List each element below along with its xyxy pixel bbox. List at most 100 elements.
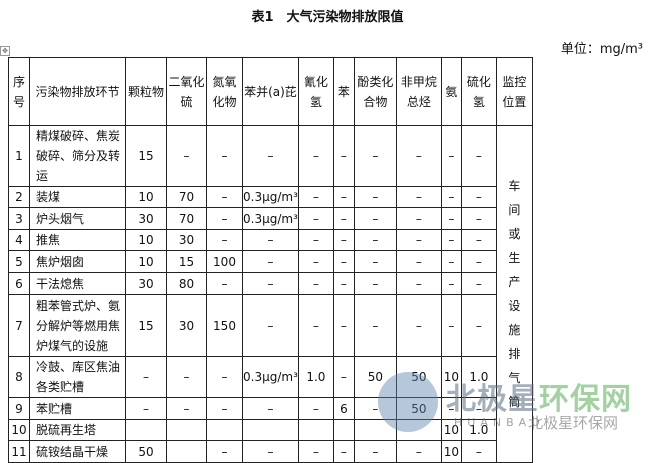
header-cell: 序号: [8, 57, 30, 126]
emission-source: 精煤破碎、焦炭破碎、筛分及转运: [29, 125, 126, 187]
emission-source: 粗苯管式炉、氨分解炉等燃用焦炉煤气的设施: [29, 294, 126, 357]
limit-value: 30: [125, 207, 167, 230]
limit-value: –: [440, 294, 462, 357]
limit-value: –: [395, 294, 442, 357]
limit-value: –: [440, 250, 462, 273]
limit-value: 15: [125, 125, 167, 187]
emission-source: 冷鼓、库区焦油各类贮槽: [29, 356, 126, 398]
header-cell: 氨: [440, 57, 462, 126]
limit-value: –: [332, 229, 355, 251]
emission-source: 炉头烟气: [29, 207, 126, 230]
limit-value: –: [297, 207, 334, 230]
limit-value: –: [242, 229, 299, 251]
header-cell: 苯: [332, 57, 355, 126]
limit-value: 1.0: [460, 356, 497, 398]
emission-limits-table: 序号 污染物排放环节 颗粒物 二氧化硫 氮氧化物 苯并(a)芘 氰化氢 苯 酚类…: [8, 57, 533, 463]
limit-value: –: [242, 125, 299, 187]
limit-value: –: [395, 272, 442, 295]
emission-source: 装煤: [29, 186, 126, 208]
unit-label: 单位：mg/m³: [560, 42, 643, 57]
limit-value: –: [353, 272, 397, 295]
limit-value: –: [460, 186, 497, 208]
limit-value: –: [297, 250, 334, 273]
limit-value: –: [297, 229, 334, 251]
limit-value: –: [297, 125, 334, 187]
limit-value: –: [353, 186, 397, 208]
limit-value: –: [440, 229, 462, 251]
limit-value: –: [332, 272, 355, 295]
limit-value: [297, 419, 334, 441]
limit-value: [242, 419, 299, 441]
limit-value: 0.3μg/m³: [242, 207, 299, 230]
limit-value: 150: [206, 294, 243, 357]
row-number: 4: [8, 229, 30, 251]
limit-value: 30: [125, 272, 167, 295]
limit-value: –: [297, 186, 334, 208]
row-number: 1: [8, 125, 30, 187]
limit-value: –: [332, 294, 355, 357]
limit-value: –: [440, 186, 462, 208]
limit-value: 10: [440, 419, 462, 441]
limit-value: 50: [395, 356, 442, 398]
limit-value: –: [206, 186, 243, 208]
row-number: 3: [8, 207, 30, 230]
limit-value: –: [206, 207, 243, 230]
limit-value: –: [297, 272, 334, 295]
limit-value: [206, 419, 243, 441]
limit-value: –: [440, 207, 462, 230]
header-cell: 污染物排放环节: [29, 57, 126, 126]
limit-value: [125, 419, 167, 441]
limit-value: –: [460, 229, 497, 251]
limit-value: –: [395, 229, 442, 251]
limit-value: –: [206, 397, 243, 420]
header-cell: 氮氧化物: [206, 57, 243, 126]
limit-value: 6: [332, 397, 355, 420]
limit-value: –: [332, 125, 355, 187]
limit-value: –: [242, 397, 299, 420]
header-cell: 颗粒物: [125, 57, 167, 126]
limit-value: [332, 419, 355, 441]
limit-value: –: [206, 125, 243, 187]
header-cell: 苯并(a)芘: [242, 57, 299, 126]
header-cell: 监控位置: [495, 57, 533, 126]
limit-value: 70: [166, 207, 207, 230]
limit-value: –: [353, 229, 397, 251]
limit-value: –: [395, 186, 442, 208]
limit-value: –: [395, 125, 442, 187]
row-number: 5: [8, 250, 30, 273]
table-row: 8 冷鼓、库区焦油各类贮槽 – – –0.3μg/m³ 1.0–50 50 10 1.0: [8, 356, 533, 398]
limit-value: –: [353, 397, 397, 420]
header-cell: 酚类化合物: [353, 57, 397, 126]
row-number: 8: [8, 356, 30, 398]
row-number: 10: [8, 419, 30, 441]
limit-value: –: [297, 294, 334, 357]
limit-value: –: [460, 397, 497, 420]
limit-value: 10: [125, 229, 167, 251]
row-number: 7: [8, 294, 30, 357]
limit-value: –: [460, 272, 497, 295]
limit-value: –: [440, 125, 462, 187]
limit-value: –: [166, 356, 207, 398]
table-move-handle-icon[interactable]: ✥: [0, 46, 10, 56]
row-number: 2: [8, 186, 30, 208]
limit-value: –: [395, 207, 442, 230]
header-cell: 硫化氢: [460, 57, 497, 126]
limit-value: 80: [166, 272, 207, 295]
limit-value: –: [242, 294, 299, 357]
table-row: 9 苯贮槽 – – – – –6–50– –: [8, 397, 533, 420]
limit-value: –: [332, 186, 355, 208]
monitor-location: 车间或生产设施排气筒: [495, 125, 533, 463]
limit-value: –: [353, 125, 397, 187]
limit-value: 30: [166, 294, 207, 357]
limit-value: –: [242, 272, 299, 295]
limit-value: –: [332, 250, 355, 273]
limit-value: 70: [166, 186, 207, 208]
row-number: 6: [8, 272, 30, 295]
emission-source: 焦炉烟囱: [29, 250, 126, 273]
header-row: 序号 污染物排放环节 颗粒物 二氧化硫 氮氧化物 苯并(a)芘 氰化氢 苯 酚类…: [8, 57, 533, 126]
limit-value: –: [353, 250, 397, 273]
table-row: 1 精煤破碎、焦炭破碎、筛分及转运 15– – – – – – – – – 车间或生产设施排气筒: [8, 125, 533, 463]
limit-value: [353, 419, 397, 441]
row-number: 9: [8, 397, 30, 420]
limit-value: 10: [125, 186, 167, 208]
